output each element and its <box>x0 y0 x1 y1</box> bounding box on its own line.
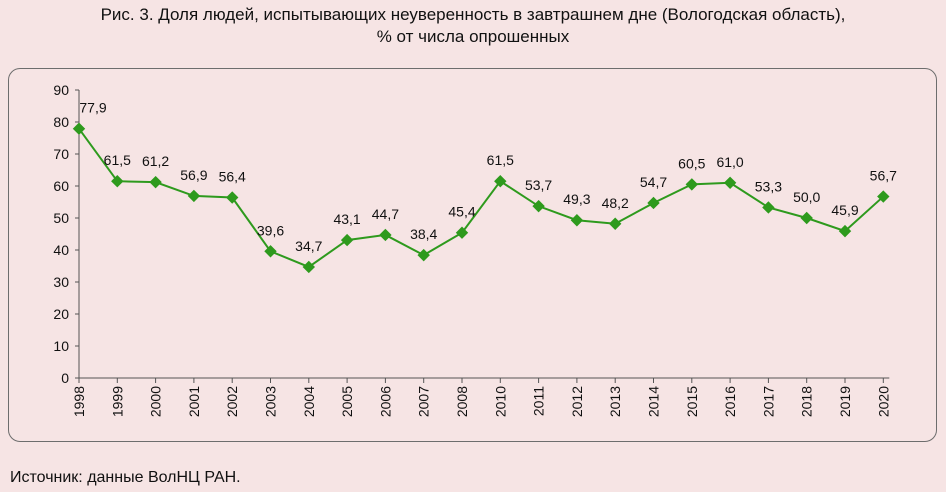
x-tick-label: 2008 <box>454 386 470 417</box>
y-tick-label: 50 <box>53 210 69 226</box>
data-point-marker <box>570 214 584 227</box>
y-tick-label: 0 <box>61 370 69 386</box>
x-tick-label: 2012 <box>569 386 585 417</box>
data-label: 38,4 <box>410 226 437 242</box>
x-tick-label: 2005 <box>339 386 355 417</box>
data-point-marker <box>149 175 162 189</box>
data-label: 54,7 <box>640 174 667 190</box>
data-label: 60,5 <box>678 155 705 171</box>
y-tick-label: 90 <box>53 82 69 98</box>
x-tick-label: 2019 <box>837 386 853 417</box>
data-point-marker <box>187 189 201 203</box>
data-label: 34,7 <box>295 238 322 254</box>
data-label: 56,7 <box>870 168 897 184</box>
y-tick-label: 60 <box>53 178 69 194</box>
x-tick-label: 2000 <box>148 386 164 417</box>
data-point-marker <box>532 199 545 213</box>
data-label: 44,7 <box>372 206 399 222</box>
data-point-marker <box>72 122 86 135</box>
data-point-marker <box>225 191 239 204</box>
y-tick-label: 40 <box>53 242 69 258</box>
x-tick-label: 2014 <box>646 386 662 417</box>
data-label: 61,0 <box>716 154 743 170</box>
data-label: 50,0 <box>793 189 820 205</box>
data-label: 45,4 <box>448 204 475 220</box>
x-tick-label: 2001 <box>186 386 202 417</box>
data-label: 56,4 <box>219 169 246 185</box>
data-point-marker <box>379 228 392 242</box>
x-tick-label: 1998 <box>71 386 87 417</box>
data-label: 61,5 <box>104 152 131 168</box>
plot-area-frame <box>8 68 937 442</box>
data-point-marker <box>723 176 737 190</box>
data-label: 39,6 <box>257 222 284 238</box>
x-tick-label: 2006 <box>377 386 393 417</box>
data-point-marker <box>762 201 775 214</box>
data-label: 53,3 <box>755 178 782 194</box>
data-point-marker <box>838 224 852 238</box>
data-point-marker <box>111 174 124 188</box>
data-point-marker <box>494 174 507 188</box>
data-point-marker <box>264 245 277 258</box>
y-tick-label: 20 <box>53 306 69 322</box>
line-chart: 0 10 20 30 40 50 60 70 80 90 1998 1999 2000 2001 2002 2… <box>53 82 897 417</box>
x-tick-label: 1999 <box>109 386 125 417</box>
x-tick-label: 2017 <box>760 386 776 417</box>
x-tick-label: 2002 <box>224 386 240 417</box>
x-tick-label: 2015 <box>684 386 700 417</box>
title-line-2: % от числа опрошенных <box>376 27 570 46</box>
x-tick-label: 2016 <box>722 386 738 417</box>
data-point-marker <box>455 226 469 239</box>
x-tick-label: 2004 <box>301 386 317 417</box>
title-line-1: Рис. 3. Доля людей, испытывающих неувере… <box>100 5 846 24</box>
data-point-marker <box>302 260 316 274</box>
data-label: 48,2 <box>602 195 629 211</box>
data-point-marker <box>647 196 660 210</box>
x-tick-label: 2010 <box>492 386 508 417</box>
x-tick-label: 2007 <box>416 386 432 417</box>
data-label: 56,9 <box>180 167 207 183</box>
data-point-marker <box>608 217 622 230</box>
data-point-marker <box>800 211 813 225</box>
source-note: Источник: данные ВолНЦ РАН. <box>10 469 241 486</box>
y-tick-label: 30 <box>53 274 69 290</box>
x-tick-label: 2003 <box>263 386 279 417</box>
data-label: 49,3 <box>563 191 590 207</box>
series-line <box>78 128 884 269</box>
data-label: 77,9 <box>79 100 106 116</box>
data-point-marker <box>877 190 890 203</box>
x-tick-label: 2011 <box>531 386 547 416</box>
data-point-marker <box>417 248 430 262</box>
x-tick-label: 2018 <box>799 386 815 417</box>
data-point-marker <box>685 178 699 191</box>
chart-title: Рис. 3. Доля людей, испытывающих неувере… <box>0 4 946 48</box>
data-point-marker <box>340 233 354 247</box>
y-tick-label: 70 <box>53 146 69 162</box>
data-label: 53,7 <box>525 177 552 193</box>
y-tick-label: 10 <box>53 338 69 354</box>
x-tick-label: 2020 <box>875 386 891 417</box>
y-tick-label: 80 <box>53 114 69 130</box>
data-label: 43,1 <box>333 211 360 227</box>
data-label: 61,2 <box>142 153 169 169</box>
x-tick-label: 2013 <box>607 386 623 417</box>
data-label: 61,5 <box>487 152 514 168</box>
data-label: 45,9 <box>831 202 858 218</box>
